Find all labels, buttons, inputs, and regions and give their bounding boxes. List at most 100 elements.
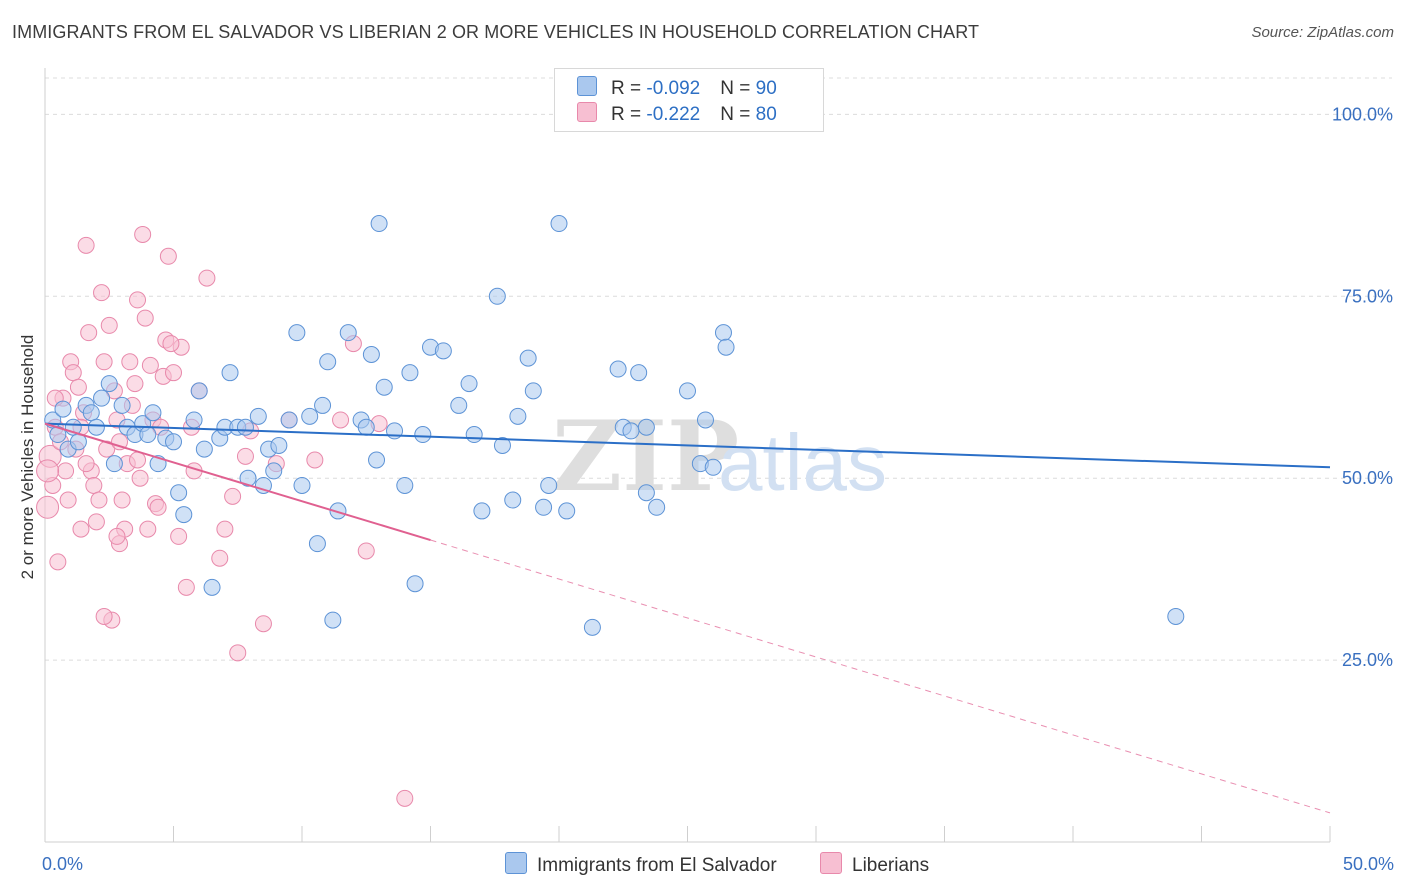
- data-point-el-salvador: [301, 407, 319, 425]
- data-point-el-salvador: [450, 396, 468, 414]
- data-point-liberians: [64, 364, 82, 382]
- data-point-el-salvador: [139, 426, 157, 444]
- data-point-el-salvador: [622, 422, 640, 440]
- data-point-el-salvador: [519, 349, 537, 367]
- watermark-atlas: atlas: [718, 418, 887, 507]
- data-point-el-salvador: [362, 345, 380, 363]
- data-point-liberians: [77, 236, 95, 254]
- data-point-liberians: [170, 527, 188, 545]
- liberians-points: [36, 225, 414, 807]
- data-point-el-salvador: [473, 502, 491, 520]
- data-point-liberians: [141, 356, 159, 374]
- tick-labels: 25.0% 50.0% 75.0% 100.0% 0.0% 50.0%: [42, 104, 1394, 874]
- legend-n-label: N =: [720, 78, 756, 99]
- data-point-el-salvador: [319, 353, 337, 371]
- data-point-el-salvador: [82, 404, 100, 422]
- data-point-el-salvador: [717, 338, 735, 356]
- data-point-el-salvador: [144, 404, 162, 422]
- data-point-el-salvador: [265, 462, 283, 480]
- data-point-liberians: [149, 498, 167, 516]
- data-point-el-salvador: [630, 364, 648, 382]
- data-point-liberians: [162, 335, 180, 353]
- data-point-el-salvador: [195, 440, 213, 458]
- data-point-el-salvador: [87, 418, 105, 436]
- data-point-el-salvador: [509, 407, 527, 425]
- data-point-el-salvador: [280, 411, 298, 429]
- data-point-el-salvador: [190, 382, 208, 400]
- data-point-liberians: [357, 542, 375, 560]
- data-point-el-salvador: [637, 418, 655, 436]
- data-point-liberians: [80, 324, 98, 342]
- data-point-el-salvador: [185, 411, 203, 429]
- data-point-liberians: [49, 553, 67, 571]
- data-point-el-salvador: [175, 506, 193, 524]
- data-point-liberians: [93, 284, 111, 302]
- y-tick-label: 25.0%: [1342, 650, 1393, 670]
- data-point-el-salvador: [113, 396, 131, 414]
- y-axis-title: 2 or more Vehicles in Household: [18, 334, 37, 580]
- data-point-liberians: [129, 451, 147, 469]
- data-point-el-salvador: [609, 360, 627, 378]
- data-point-el-salvador: [1167, 607, 1185, 625]
- data-point-el-salvador: [308, 535, 326, 553]
- data-point-liberians: [216, 520, 234, 538]
- trend-line-liberians: [44, 422, 431, 541]
- bottom-legend-label: Liberians: [852, 855, 930, 876]
- data-point-el-salvador: [375, 378, 393, 396]
- data-point-liberians: [396, 789, 414, 807]
- data-point-el-salvador: [414, 426, 432, 444]
- data-point-liberians: [198, 269, 216, 287]
- legend-n-label: N =: [720, 104, 756, 125]
- data-point-el-salvador: [524, 382, 542, 400]
- watermark: ZIP atlas: [552, 400, 887, 513]
- data-point-el-salvador: [488, 287, 506, 305]
- y-tick-label: 75.0%: [1342, 286, 1393, 306]
- data-point-liberians: [100, 316, 118, 334]
- data-point-el-salvador: [370, 215, 388, 233]
- data-point-liberians: [136, 309, 154, 327]
- data-point-liberians: [177, 578, 195, 596]
- data-point-el-salvador: [401, 364, 419, 382]
- data-point-liberians: [36, 495, 60, 519]
- data-point-el-salvador: [504, 491, 522, 509]
- data-point-liberians: [211, 549, 229, 567]
- data-point-el-salvador: [314, 396, 332, 414]
- data-point-el-salvador: [100, 375, 118, 393]
- data-point-el-salvador: [105, 455, 123, 473]
- y-tick-label: 100.0%: [1332, 104, 1393, 124]
- legend-n-value: 90: [755, 78, 777, 99]
- trend-lines: [44, 422, 1331, 814]
- legend-swatch-pink: [577, 102, 597, 122]
- data-point-el-salvador: [357, 418, 375, 436]
- data-point-liberians: [95, 607, 113, 625]
- data-point-el-salvador: [406, 575, 424, 593]
- data-point-el-salvador: [329, 502, 347, 520]
- data-point-liberians: [57, 462, 75, 480]
- trend-line-liberians-projected: [430, 539, 1331, 814]
- trend-line-el-salvador: [44, 422, 1331, 469]
- legend-n-value: 80: [755, 104, 777, 125]
- data-point-el-salvador: [396, 476, 414, 494]
- data-point-el-salvador: [270, 436, 288, 454]
- y-tick-label: 50.0%: [1342, 468, 1393, 488]
- chart-title: IMMIGRANTS FROM EL SALVADOR VS LIBERIAN …: [12, 22, 980, 42]
- bottom-legend-swatch-pink: [820, 852, 842, 874]
- data-point-el-salvador: [93, 389, 111, 407]
- data-point-liberians: [129, 291, 147, 309]
- data-point-el-salvador: [696, 411, 714, 429]
- data-point-liberians: [36, 459, 60, 483]
- data-point-liberians: [254, 615, 272, 633]
- data-point-liberians: [134, 225, 152, 243]
- data-point-liberians: [87, 513, 105, 531]
- legend-r-value: -0.222: [646, 104, 701, 125]
- data-point-liberians: [113, 491, 131, 509]
- data-point-el-salvador: [583, 618, 601, 636]
- data-point-el-salvador: [679, 382, 696, 400]
- data-point-el-salvador: [170, 484, 188, 502]
- data-point-el-salvador: [460, 375, 478, 393]
- legend-r-label: R =: [611, 104, 647, 125]
- data-point-el-salvador: [249, 407, 267, 425]
- data-point-liberians: [229, 644, 247, 662]
- data-point-el-salvador: [254, 476, 272, 494]
